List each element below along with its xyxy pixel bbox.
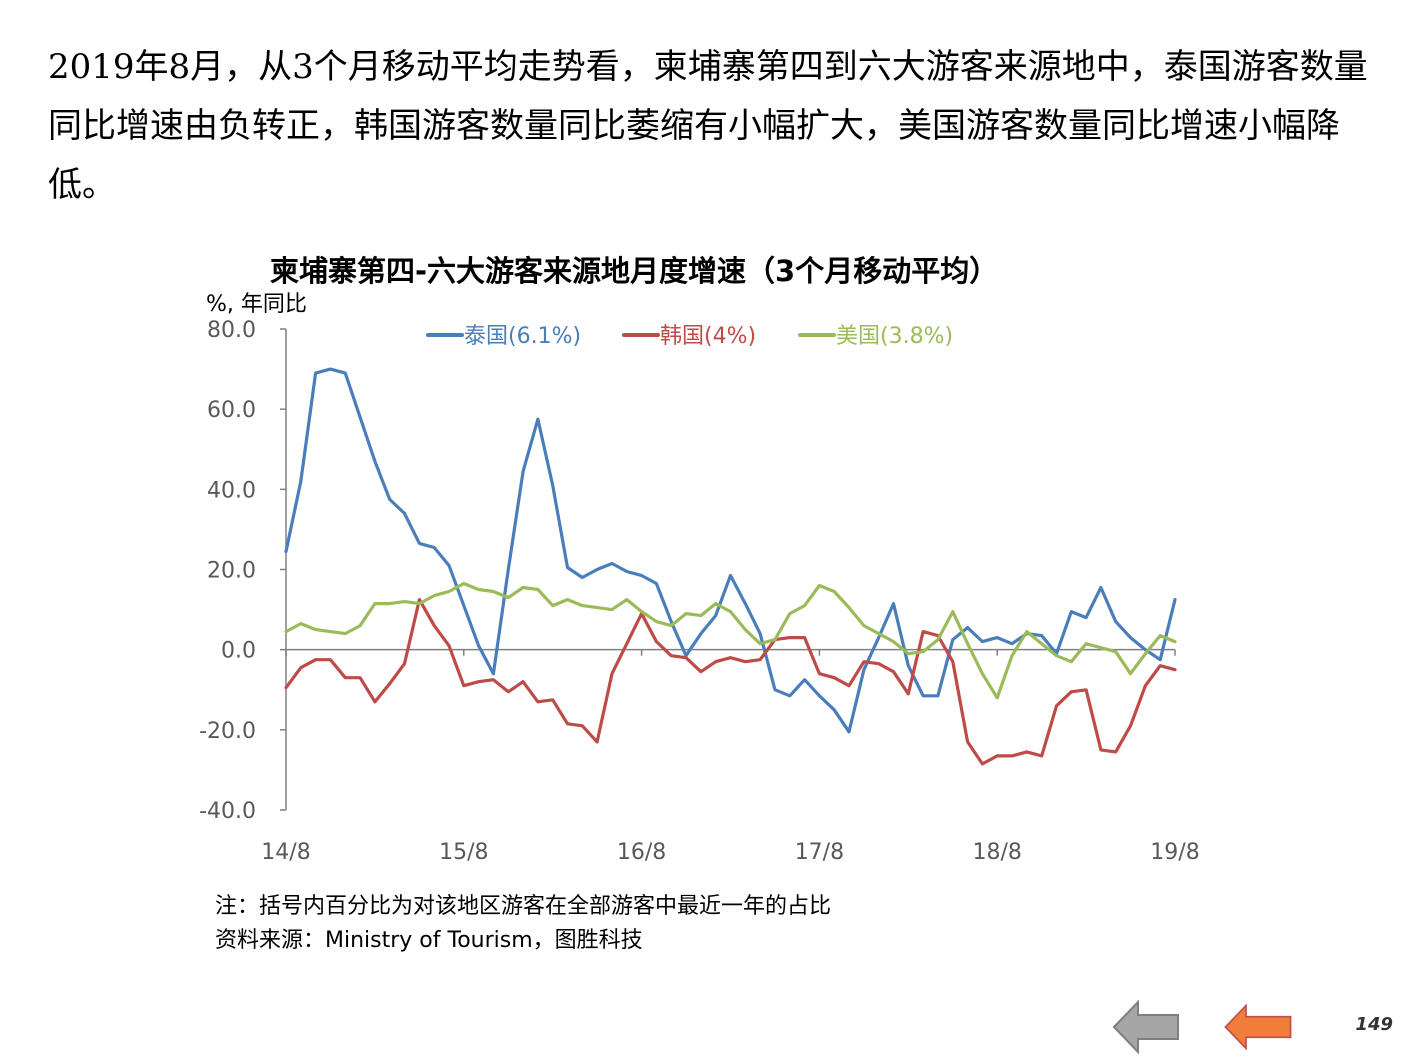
y-tick-label: 80.0 <box>207 318 256 343</box>
chart-title: 柬埔寨第四-六大游客来源地月度增速（3个月移动平均） <box>270 254 999 288</box>
series-line-0 <box>284 367 1177 734</box>
y-axis-label: %, 年同比 <box>206 292 307 317</box>
y-tick-label: 40.0 <box>207 478 256 503</box>
x-tick-label: 17/8 <box>795 840 844 865</box>
x-tick-label: 16/8 <box>617 840 666 865</box>
x-tick-label: 14/8 <box>261 840 310 865</box>
series-line-1 <box>284 597 1177 766</box>
x-tick-label: 15/8 <box>439 840 488 865</box>
page-number: 149 <box>1355 1014 1393 1035</box>
y-tick-label: -40.0 <box>199 799 256 824</box>
x-tick-label: 19/8 <box>1150 840 1199 865</box>
intro-paragraph: 2019年8月，从3个月移动平均走势看，柬埔寨第四到六大游客来源地中，泰国游客数… <box>48 47 1368 205</box>
series-line-2 <box>284 581 1177 700</box>
next-page-button[interactable] <box>1222 996 1294 1058</box>
y-tick-label: 20.0 <box>207 559 256 584</box>
y-tick-label: 0.0 <box>221 639 256 664</box>
y-tick-label: 60.0 <box>207 398 256 423</box>
prev-page-button[interactable] <box>1110 996 1182 1058</box>
y-tick-label: -20.0 <box>199 719 256 744</box>
chart-notes: 注：括号内百分比为对该地区游客在全部游客中最近一年的占比 资料来源：Minist… <box>215 890 831 958</box>
source-text: 资料来源：Ministry of Tourism，图胜科技 <box>215 928 643 953</box>
legend-label: 泰国(6.1%) <box>464 324 581 349</box>
legend-label: 美国(3.8%) <box>836 324 953 349</box>
arrow-left-icon <box>1224 1003 1292 1051</box>
legend-label: 韩国(4%) <box>660 324 756 349</box>
note-text: 注：括号内百分比为对该地区游客在全部游客中最近一年的占比 <box>215 894 832 919</box>
arrow-left-icon <box>1112 999 1179 1055</box>
x-tick-label: 18/8 <box>972 840 1021 865</box>
